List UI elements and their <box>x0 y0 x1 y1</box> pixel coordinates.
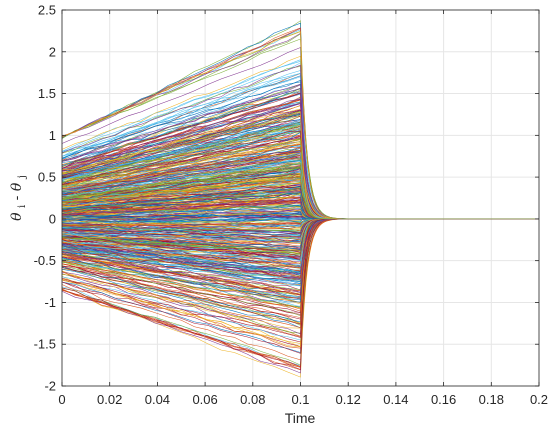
y-tick-label: -0.5 <box>34 253 56 268</box>
y-tick-label: 2.5 <box>38 3 56 18</box>
x-tick-label: 0.18 <box>479 392 504 407</box>
y-axis-title-minus: - <box>9 195 25 200</box>
y-axis: -2 -1.5 -1 -0.5 0 0.5 1 1.5 2 2.5 <box>34 3 539 394</box>
series-lines <box>61 20 540 378</box>
x-axis-title: Time <box>285 410 316 426</box>
y-tick-label: 2 <box>49 44 56 59</box>
x-axis: 0 0.02 0.04 0.06 0.08 0.1 0.12 0.14 0.16 0.18 0.2 <box>58 10 548 407</box>
series-line <box>61 138 539 220</box>
x-tick-label: 0.02 <box>97 392 122 407</box>
x-tick-label: 0.06 <box>192 392 217 407</box>
x-tick-label: 0.2 <box>530 392 548 407</box>
x-tick-label: 0.16 <box>431 392 456 407</box>
y-tick-label: 1.5 <box>38 86 56 101</box>
y-axis-title-theta-j: θ <box>9 182 25 191</box>
x-tick-label: 0.1 <box>291 392 309 407</box>
y-tick-label: -1 <box>44 295 56 310</box>
x-tick-label: 0.12 <box>336 392 361 407</box>
y-tick-label: 0 <box>49 211 56 226</box>
y-tick-label: -2 <box>44 379 56 394</box>
y-axis-title-sub-j: j <box>17 175 28 179</box>
x-tick-label: 0.14 <box>383 392 408 407</box>
y-axis-title-theta-i: θ <box>9 212 25 221</box>
x-tick-label: 0.08 <box>240 392 265 407</box>
y-axis-title: θ i - θ j <box>9 175 29 221</box>
y-tick-label: 0.5 <box>38 170 56 185</box>
x-tick-label: 0 <box>58 392 65 407</box>
x-tick-label: 0.04 <box>145 392 170 407</box>
y-tick-label: -1.5 <box>34 337 56 352</box>
y-axis-title-sub-i: i <box>17 205 28 208</box>
y-tick-label: 1 <box>49 128 56 143</box>
svg-text:θ i - θ: θ i - θ j <box>9 175 29 221</box>
